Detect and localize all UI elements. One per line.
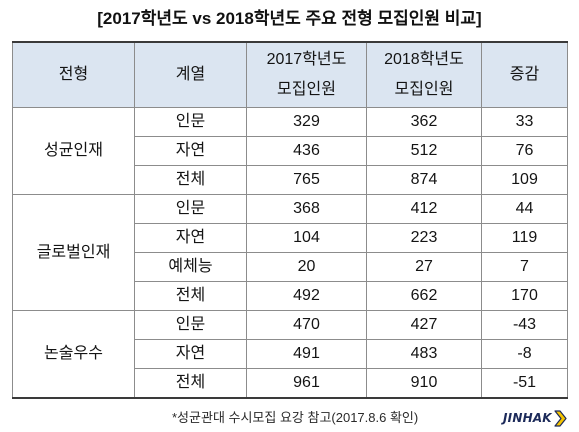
table-row: 자연 491 483 -8 [13, 339, 568, 369]
admission-type-cell: 글로벌인재 [12, 194, 135, 311]
count-2018-cell: 362 [366, 107, 482, 137]
table-row: 자연 436 512 76 [13, 136, 568, 166]
change-cell: 119 [481, 223, 568, 253]
source-footnote: *성균관대 수시모집 요강 참고(2017.8.6 확인) [172, 410, 419, 425]
table-row: 자연 104 223 119 [13, 223, 568, 253]
table-row: 글로벌인재 인문 368 412 44 [12, 194, 568, 311]
admission-type-cell: 성균인재 [12, 107, 135, 195]
change-cell: 33 [481, 107, 568, 137]
change-cell: 76 [481, 136, 568, 166]
table-row: 예체능 20 27 7 [13, 252, 568, 282]
table-row: 성균인재 인문 329 362 33 [12, 107, 568, 195]
count-2018-cell: 662 [366, 281, 482, 311]
comparison-table: 전형 계열 2017학년도 모집인원 2018학년도 모집인원 증감 성균인재 … [12, 41, 568, 399]
count-2017-cell: 20 [246, 252, 367, 282]
change-cell: -8 [481, 339, 568, 369]
count-2018-cell: 27 [366, 252, 482, 282]
table-body: 성균인재 인문 329 362 33 자연 436 512 76 전체 765 … [12, 107, 568, 399]
change-cell: -43 [481, 310, 568, 340]
count-2017-cell: 492 [246, 281, 367, 311]
count-2018-cell: 874 [366, 165, 482, 195]
admission-type-cell: 논술우수 [12, 310, 135, 399]
count-2017-cell: 765 [246, 165, 367, 195]
header-admission-type: 전형 [12, 41, 135, 108]
header-change: 증감 [481, 41, 568, 108]
track-cell: 자연 [134, 136, 247, 166]
count-2017-cell: 491 [246, 339, 367, 369]
track-cell: 인문 [134, 310, 247, 340]
chevron-shape [554, 409, 567, 427]
header-2018-line2: 모집인원 [394, 81, 454, 98]
header-2017-count: 2017학년도 모집인원 [246, 41, 367, 108]
count-2017-cell: 470 [246, 310, 367, 340]
track-cell: 전체 [134, 165, 247, 195]
change-cell: -51 [481, 368, 568, 399]
count-2018-cell: 512 [366, 136, 482, 166]
count-2017-cell: 329 [246, 107, 367, 137]
logo-text: JINHAK [503, 411, 552, 425]
track-cell: 예체능 [134, 252, 247, 282]
header-2018-count: 2018학년도 모집인원 [366, 41, 482, 108]
track-cell: 인문 [134, 107, 247, 137]
count-2018-cell: 910 [366, 368, 482, 399]
count-2018-cell: 223 [366, 223, 482, 253]
count-2018-cell: 427 [366, 310, 482, 340]
count-2018-cell: 412 [366, 194, 482, 224]
track-cell: 인문 [134, 194, 247, 224]
count-2017-cell: 436 [246, 136, 367, 166]
header-2018-line1: 2018학년도 [384, 51, 464, 68]
count-2017-cell: 368 [246, 194, 367, 224]
track-cell: 자연 [134, 339, 247, 369]
track-cell: 전체 [134, 281, 247, 311]
jinhak-logo: JINHAK [503, 408, 567, 428]
count-2018-cell: 483 [366, 339, 482, 369]
table-row: 전체 492 662 170 [13, 281, 568, 311]
count-2017-cell: 104 [246, 223, 367, 253]
table-row: 전체 765 874 109 [13, 165, 568, 195]
track-cell: 자연 [134, 223, 247, 253]
count-2017-cell: 961 [246, 368, 367, 399]
change-cell: 7 [481, 252, 568, 282]
header-2017-line2: 모집인원 [277, 81, 336, 98]
change-cell: 170 [481, 281, 568, 311]
table-row: 전체 961 910 -51 [13, 368, 568, 399]
change-cell: 109 [481, 165, 568, 195]
change-cell: 44 [481, 194, 568, 224]
table-row: 논술우수 인문 470 427 -43 [12, 310, 568, 399]
table-header: 전형 계열 2017학년도 모집인원 2018학년도 모집인원 증감 [12, 41, 568, 108]
header-2017-line1: 2017학년도 [266, 51, 347, 68]
header-row: 전형 계열 2017학년도 모집인원 2018학년도 모집인원 증감 [12, 41, 568, 108]
track-cell: 전체 [134, 368, 247, 399]
chevron-right-icon [554, 409, 567, 427]
header-track: 계열 [134, 41, 247, 108]
page-title: [2017학년도 vs 2018학년도 주요 전형 모집인원 비교] [97, 9, 482, 28]
